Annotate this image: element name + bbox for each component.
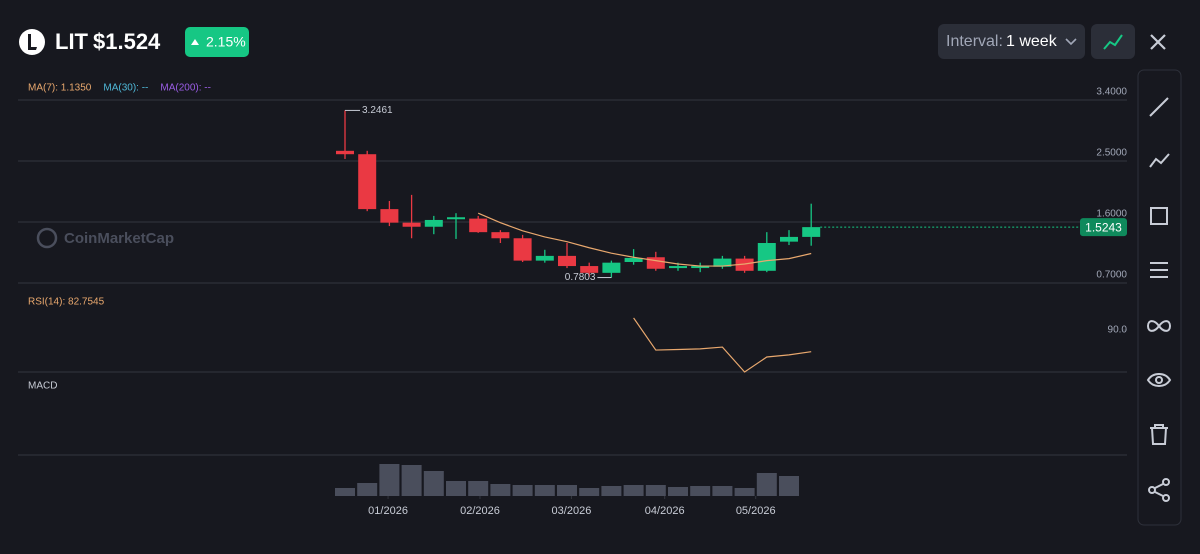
- interval-value: 1 week: [1006, 33, 1058, 50]
- candle-body: [336, 150, 354, 155]
- rsi-legend: RSI(14): 82.7545: [28, 297, 105, 308]
- volume-bar: [601, 486, 622, 496]
- candle-body: [757, 243, 776, 271]
- last-price-box: [1080, 218, 1127, 237]
- volume-bar: [335, 488, 355, 496]
- rsi-line: [633, 317, 812, 373]
- volume-bar: [490, 484, 511, 496]
- candle-body: [402, 222, 421, 227]
- candle-body: [447, 217, 465, 220]
- candle-body: [735, 258, 754, 271]
- y-tick-label: 90.0: [1108, 325, 1128, 336]
- share-node: [1148, 486, 1156, 494]
- interval-label: Interval:: [946, 33, 1003, 50]
- candle-body: [691, 266, 710, 269]
- x-tick-label: 04/2026: [645, 505, 685, 517]
- toolbar-icons: [1146, 97, 1172, 502]
- x-tick-label: 03/2026: [552, 505, 592, 517]
- volume-bar: [423, 471, 444, 496]
- watermark: CoinMarketCap: [64, 230, 174, 247]
- volume-bar: [734, 488, 755, 496]
- up-arrow: [191, 39, 199, 45]
- candle-body: [713, 258, 732, 267]
- share-tool[interactable]: [1162, 478, 1170, 486]
- y-tick-label: 3.4000: [1096, 87, 1127, 98]
- close-button[interactable]: [1150, 34, 1166, 50]
- y-tick-label: 1.6000: [1096, 209, 1127, 220]
- volume-bar: [512, 485, 533, 496]
- logo[interactable]: [19, 29, 45, 55]
- x-tick-label: 01/2026: [368, 505, 408, 517]
- chevron: [1065, 38, 1077, 46]
- chart-type-button[interactable]: [1091, 24, 1135, 59]
- share-links: [1154, 483, 1164, 497]
- price: $1.524: [93, 29, 161, 54]
- macd-legend: MACD: [28, 381, 57, 392]
- volume-bar: [557, 485, 577, 496]
- volume-bar: [379, 464, 400, 496]
- volume-bar: [534, 485, 555, 496]
- candle-body: [380, 209, 399, 223]
- candle-body: [646, 257, 665, 269]
- candle-body: [802, 227, 821, 237]
- ma-line: [477, 212, 812, 267]
- ma-legend: MA(7): 1.1350: [28, 83, 92, 94]
- candle-body: [424, 219, 443, 227]
- max-label: 3.2461: [362, 105, 393, 116]
- visibility-tool[interactable]: [1146, 373, 1172, 387]
- toolbar: [1137, 69, 1182, 526]
- volume-bar: [579, 488, 600, 496]
- logo-glyph: [28, 34, 37, 50]
- delete-tool[interactable]: [1150, 424, 1168, 445]
- volume-bar: [468, 481, 489, 496]
- volume-bar: [756, 473, 777, 496]
- symbol: LIT: [55, 29, 89, 54]
- share-node: [1162, 494, 1170, 502]
- candle-body: [513, 238, 532, 261]
- measure-tool[interactable]: [1146, 320, 1172, 332]
- candle-body: [469, 218, 488, 233]
- candle-body: [535, 255, 554, 261]
- fib-tool[interactable]: [1150, 262, 1168, 278]
- interval-dropdown[interactable]: [938, 24, 1085, 59]
- last-price-label: 1.5243: [1085, 220, 1122, 234]
- change: 2.15%: [206, 34, 246, 50]
- volume-bar: [446, 481, 466, 496]
- eye-pupil: [1155, 376, 1163, 384]
- volume-bar: [401, 465, 422, 496]
- ma-legend: MA(200): --: [160, 83, 211, 94]
- candle-body: [624, 257, 643, 262]
- min-label: 0.7803: [565, 272, 596, 283]
- candle-body: [602, 262, 621, 273]
- candle-body: [358, 154, 377, 210]
- candle-body: [669, 266, 687, 269]
- change-badge: [185, 27, 249, 57]
- x-tick-label: 05/2026: [736, 505, 776, 517]
- volume-bar: [357, 483, 378, 496]
- candle-body: [491, 232, 510, 239]
- volume-bar: [645, 485, 666, 496]
- chart-type-icon: [1103, 34, 1123, 50]
- volume-bar: [668, 487, 688, 496]
- y-tick-label: 0.7000: [1096, 270, 1127, 281]
- volume-bar: [690, 486, 711, 496]
- candle-body: [780, 236, 798, 242]
- watermark-logo: [36, 227, 58, 249]
- rect-tool[interactable]: [1150, 207, 1168, 225]
- candle-body: [558, 255, 576, 267]
- ma-legend: MA(30): --: [103, 83, 148, 94]
- volume-bar: [779, 476, 799, 496]
- line-tool[interactable]: [1149, 97, 1169, 117]
- candle-body: [580, 266, 599, 273]
- x-tick-label: 02/2026: [460, 505, 500, 517]
- y-tick-label: 2.5000: [1096, 148, 1127, 159]
- volume-bar: [623, 485, 644, 496]
- path-tool[interactable]: [1149, 153, 1170, 168]
- volume-bar: [712, 486, 733, 496]
